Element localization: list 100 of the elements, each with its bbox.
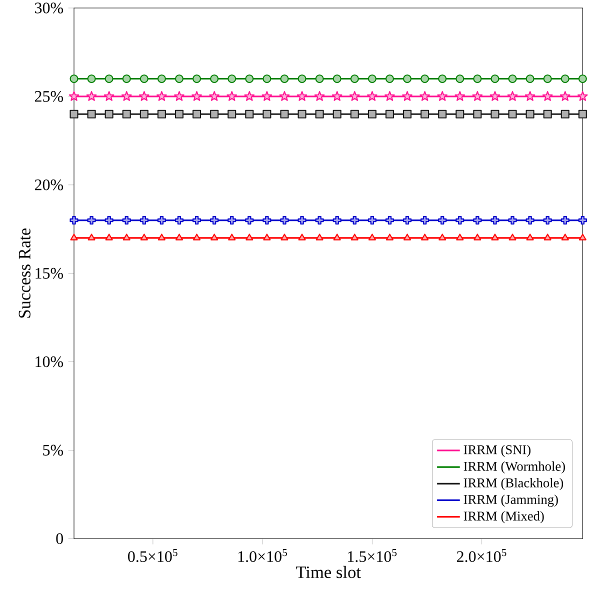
point xyxy=(263,234,271,240)
point xyxy=(456,74,464,83)
point xyxy=(490,74,500,83)
point xyxy=(578,110,587,118)
point xyxy=(560,216,570,224)
point xyxy=(404,234,412,240)
point xyxy=(156,90,167,101)
point xyxy=(508,216,517,224)
point xyxy=(491,234,499,240)
point xyxy=(473,74,482,83)
legend-label: IRRM (Blackhole) xyxy=(464,478,564,490)
point xyxy=(158,234,166,240)
point xyxy=(349,90,360,101)
point xyxy=(542,90,553,101)
point xyxy=(420,74,430,83)
point xyxy=(86,90,97,101)
point xyxy=(490,90,500,101)
point xyxy=(246,234,254,240)
point xyxy=(508,234,516,240)
point xyxy=(210,216,219,224)
point xyxy=(368,216,376,224)
point xyxy=(280,110,289,118)
point xyxy=(262,90,272,101)
point xyxy=(578,90,588,101)
legend-label: IRRM (SNI) xyxy=(464,444,530,457)
point xyxy=(316,234,324,240)
point xyxy=(122,74,131,83)
point xyxy=(228,234,236,240)
legend-label: IRRM (Jamming) xyxy=(464,494,558,507)
point xyxy=(228,216,236,224)
point xyxy=(507,90,518,101)
legend-label: IRRM (Wormhole) xyxy=(464,461,565,474)
point xyxy=(314,90,325,101)
point xyxy=(140,74,148,83)
point xyxy=(280,74,289,83)
point xyxy=(544,234,552,240)
point xyxy=(368,234,376,240)
x-tick-label: 2.0×10$^{5}$ xyxy=(457,548,506,562)
point xyxy=(402,110,412,118)
point xyxy=(262,216,272,224)
point xyxy=(279,90,290,101)
point xyxy=(87,74,96,83)
point xyxy=(543,74,552,83)
legend-label: IRRM (Mixed) xyxy=(464,511,544,524)
point xyxy=(210,110,219,118)
point xyxy=(578,234,586,240)
point xyxy=(140,216,148,224)
point xyxy=(174,90,184,101)
point xyxy=(473,216,482,224)
point xyxy=(456,234,464,240)
point xyxy=(280,216,289,224)
point xyxy=(157,216,166,224)
point xyxy=(174,110,184,118)
point xyxy=(543,216,552,224)
point xyxy=(140,110,148,118)
point xyxy=(315,74,324,83)
point xyxy=(122,216,131,224)
point xyxy=(315,110,324,118)
y-tick-label: 20% xyxy=(34,179,64,190)
point xyxy=(70,216,78,224)
point xyxy=(262,110,272,118)
x-tick-label: 1.5×10$^{5}$ xyxy=(348,548,397,562)
point xyxy=(332,74,342,83)
point xyxy=(473,110,482,118)
point xyxy=(244,90,255,101)
point xyxy=(298,234,306,240)
y-tick-label: 5% xyxy=(43,444,64,456)
y-axis-title: Success Rate xyxy=(18,228,30,318)
point xyxy=(526,234,534,240)
point xyxy=(526,74,534,83)
point xyxy=(578,216,587,224)
point xyxy=(526,110,534,118)
point xyxy=(490,216,500,224)
point xyxy=(210,74,219,83)
point xyxy=(192,90,202,101)
y-tick-label: 25% xyxy=(34,90,64,102)
point xyxy=(315,216,324,224)
y-tick-label: 30% xyxy=(35,2,64,14)
point xyxy=(437,90,448,101)
point xyxy=(420,216,430,224)
point xyxy=(438,234,446,240)
y-tick-label: 0 xyxy=(56,533,63,544)
point xyxy=(385,216,394,224)
point xyxy=(560,74,570,83)
point xyxy=(104,90,114,101)
point xyxy=(104,110,114,118)
point xyxy=(333,234,341,240)
point xyxy=(87,216,96,224)
point xyxy=(122,234,130,240)
point xyxy=(280,234,288,240)
point xyxy=(226,90,238,101)
point xyxy=(456,216,464,224)
point xyxy=(456,110,464,118)
x-tick-label: 0.5×10$^{5}$ xyxy=(128,548,178,562)
point xyxy=(508,110,517,118)
point xyxy=(70,74,78,83)
point xyxy=(245,216,254,224)
point xyxy=(420,110,430,118)
point xyxy=(454,90,466,101)
x-axis-title: Time slot xyxy=(296,566,361,578)
